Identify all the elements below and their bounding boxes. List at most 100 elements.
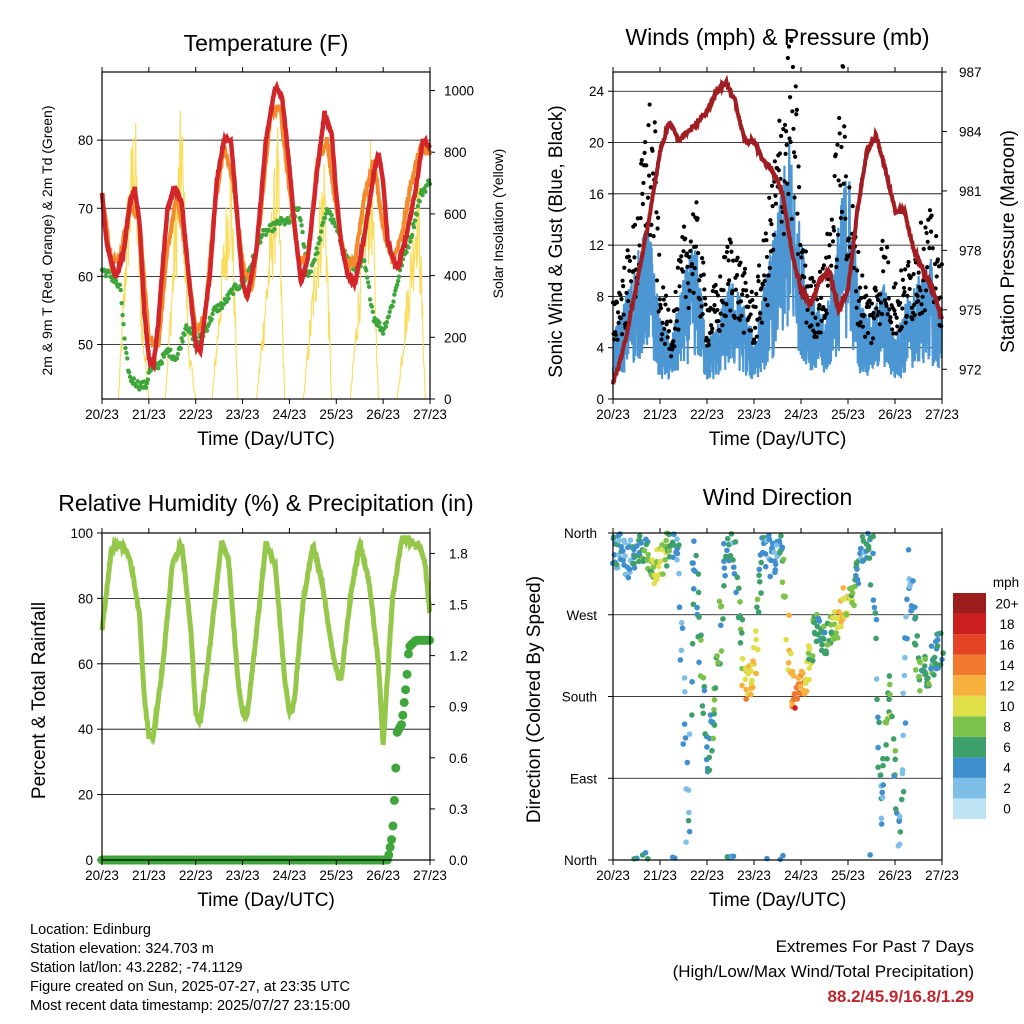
dewpoint-point (409, 232, 415, 238)
temperature-y2-tick-label: 800 (444, 145, 467, 160)
temperature-tick-label: 25/23 (319, 407, 353, 422)
gust-point (790, 64, 796, 70)
wind-direction-point (689, 640, 696, 647)
gust-point (885, 312, 890, 317)
wind-direction-point (900, 788, 907, 795)
gust-point (749, 289, 754, 294)
dewpoint-point (332, 220, 337, 225)
humidity-y-tick-label: 60 (78, 657, 93, 672)
gust-point (654, 278, 660, 283)
gust-point (666, 329, 671, 334)
dewpoint-point (329, 212, 334, 218)
wind-direction-point (712, 685, 719, 691)
winds-tick-label: 21/23 (643, 407, 677, 422)
wind-direction-point (718, 648, 725, 654)
gust-point (645, 195, 651, 200)
gust-point (905, 263, 911, 268)
wind-direction-point (721, 565, 728, 571)
gust-point (875, 313, 880, 318)
dewpoint-point (387, 309, 392, 314)
gust-point (646, 123, 651, 128)
wind-direction-point (886, 673, 893, 679)
wind-direction-point (884, 756, 890, 762)
gust-point (886, 260, 891, 265)
wind-direction-point (820, 623, 827, 630)
gust-point (888, 315, 893, 320)
direction-y-tick-label: North (564, 853, 597, 868)
dewpoint-point (314, 246, 319, 251)
wind-direction-point (785, 660, 792, 666)
gust-point (655, 226, 660, 231)
gust-point (646, 173, 652, 178)
temperature-tick-label: 23/23 (226, 407, 260, 422)
wind-direction-point (905, 547, 912, 553)
extremes-title: Extremes For Past 7 Days (775, 937, 974, 956)
gust-point (757, 316, 762, 321)
gust-point (675, 265, 680, 270)
wind-direction-point (615, 533, 622, 539)
direction-tick-label: 26/23 (878, 868, 912, 883)
extremes-values: 88.2/45.9/16.8/1.29 (827, 987, 974, 1006)
colorbar-label: 20+ (996, 596, 1019, 611)
gust-point (838, 183, 843, 188)
dewpoint-point (206, 322, 212, 327)
gust-point (738, 260, 743, 265)
humidity-y2-tick-label: 0.0 (449, 853, 468, 868)
gust-point (674, 319, 679, 324)
gust-point (907, 286, 912, 292)
wind-direction-point (811, 619, 818, 626)
wind-direction-point (754, 604, 760, 610)
gust-point (860, 324, 865, 329)
gust-point (833, 152, 838, 157)
gust-point (859, 295, 864, 301)
gust-point (706, 342, 711, 347)
gust-point (718, 274, 723, 279)
gust-point (741, 330, 746, 335)
wind-direction-point (750, 658, 756, 664)
wind-direction-point (878, 821, 885, 827)
wind-direction-point (806, 676, 812, 683)
gust-point (901, 293, 906, 298)
gust-point (885, 245, 890, 250)
gust-point (789, 216, 794, 222)
gust-point (752, 340, 757, 345)
gust-point (772, 159, 777, 164)
gust-point (917, 285, 922, 290)
gust-point (916, 299, 921, 304)
wind-direction-point (709, 747, 715, 754)
gust-point (795, 211, 800, 216)
dewpoint-point (118, 287, 123, 293)
dewpoint-point (174, 356, 180, 361)
gust-point (666, 307, 671, 312)
wind-direction-point (758, 590, 764, 596)
wind-direction-point (821, 629, 828, 636)
wind-direction-point (930, 655, 937, 662)
gust-point (709, 329, 714, 334)
wind-direction-point (904, 596, 910, 603)
wind-direction-point (695, 589, 702, 596)
gust-point (687, 288, 692, 293)
gust-point (678, 259, 683, 264)
gust-point (912, 313, 917, 318)
wind-direction-point (762, 551, 769, 557)
wind-direction-point (907, 583, 913, 590)
gust-point (883, 255, 888, 260)
colorbar-swatch (953, 593, 986, 614)
wind-direction-point (748, 668, 754, 674)
gust-point (904, 313, 909, 318)
gust-point (865, 331, 871, 336)
gust-point (788, 139, 793, 145)
wind-direction-point (899, 767, 906, 773)
gust-point (825, 283, 830, 288)
dewpoint-point (127, 374, 133, 380)
wind-direction-point (694, 604, 700, 611)
gust-point (918, 288, 923, 293)
wind-direction-point (613, 561, 620, 568)
gust-point (842, 124, 847, 129)
dewpoint-point (390, 304, 395, 309)
gust-point (703, 302, 708, 307)
temperature-x-axis-title: Time (Day/UTC) (197, 429, 335, 450)
wind-direction-point (663, 537, 669, 544)
gust-point (717, 328, 722, 333)
gust-point (627, 268, 632, 273)
